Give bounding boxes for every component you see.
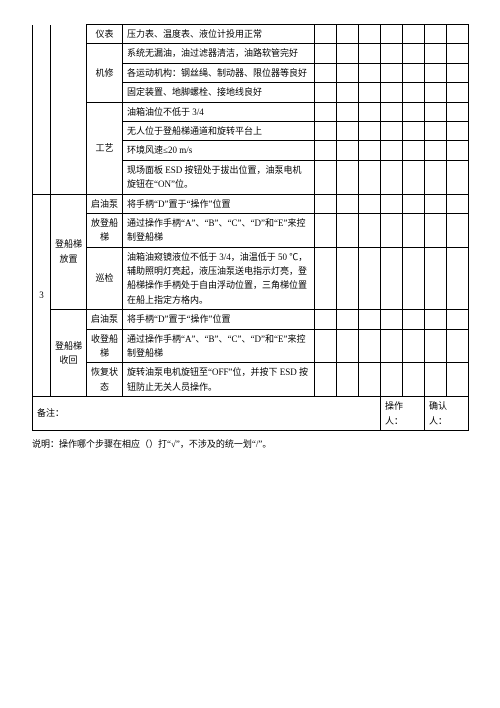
cell-jixiu: 机修 — [87, 44, 123, 102]
row-jixiu-1: 机修 系统无漏油，油过滤器清洁，油路软管完好 — [33, 44, 469, 63]
cell-gongyi: 工艺 — [87, 102, 123, 194]
row-gongyi-1: 工艺 油箱油位不低于 3/4 — [33, 102, 469, 121]
cell-g2-r1-c3: 将手柄“D”置于“操作”位置 — [123, 310, 315, 329]
chk — [403, 25, 425, 44]
cell-gongyi-desc-2: 无人位于登船梯通道和旋转平台上 — [123, 121, 315, 140]
cell-c0-cont — [33, 25, 51, 195]
cell-num-3: 3 — [33, 194, 51, 397]
cell-gongyi-desc-4: 现场面板 ESD 按钮处于拔出位置，油泵电机旋钮在“ON”位。 — [123, 160, 315, 194]
cell-g2-r1-c2: 启油泵 — [87, 310, 123, 329]
chk — [315, 25, 337, 44]
cell-g1-r1-c3: 将手柄“D”置于“操作”位置 — [123, 194, 315, 213]
cell-gongyi-desc-1: 油箱油位不低于 3/4 — [123, 102, 315, 121]
chk — [425, 25, 447, 44]
row-3-g1-r3: 巡检 油箱油窥镜液位不低于 3/4，油温低于 50 ℃，辅助照明灯亮起，液压油泵… — [33, 247, 469, 310]
cell-yibiao-desc: 压力表、温度表、液位计投用正常 — [123, 25, 315, 44]
cell-jixiu-desc-1: 系统无漏油，油过滤器清洁，油路软管完好 — [123, 44, 315, 63]
cell-g2-name: 登船梯收回 — [51, 310, 87, 397]
cell-confirm: 确认人： — [425, 397, 469, 431]
chk — [447, 25, 469, 44]
cell-operator: 操作人： — [381, 397, 425, 431]
chk — [337, 25, 359, 44]
cell-g2-r2-c3: 通过操作手柄“A”、“B”、“C”、“D”和“E”来控制登船梯 — [123, 329, 315, 363]
cell-g1-name: 登船梯放置 — [51, 194, 87, 310]
main-table: 仪表 压力表、温度表、液位计投用正常 机修 系统无漏油，油过滤器清洁，油路软管完… — [32, 24, 469, 431]
cell-g1-r2-c3: 通过操作手柄“A”、“B”、“C”、“D”和“E”来控制登船梯 — [123, 213, 315, 247]
chk — [359, 25, 381, 44]
row-3-g2-r3: 恢复状态 旋转油泵电机旋钮至“OFF”位，并按下 ESD 按钮防止无关人员操作。 — [33, 363, 469, 397]
chk — [381, 25, 403, 44]
note-text: 说明：操作哪个步骤在相应（）打“√”，不涉及的统一划“/”。 — [32, 437, 468, 451]
row-3-g1-r2: 放登船梯 通过操作手柄“A”、“B”、“C”、“D”和“E”来控制登船梯 — [33, 213, 469, 247]
row-footer: 备注： 操作人： 确认人： — [33, 397, 469, 431]
row-3-g2-r1: 登船梯收回 启油泵 将手柄“D”置于“操作”位置 — [33, 310, 469, 329]
cell-g1-r3-c3: 油箱油窥镜液位不低于 3/4，油温低于 50 ℃，辅助照明灯亮起，液压油泵送电指… — [123, 247, 315, 310]
cell-g1-r1-c2: 启油泵 — [87, 194, 123, 213]
cell-c1-cont — [51, 25, 87, 195]
row-yibiao: 仪表 压力表、温度表、液位计投用正常 — [33, 25, 469, 44]
cell-g2-r3-c2: 恢复状态 — [87, 363, 123, 397]
cell-g2-r3-c3: 旋转油泵电机旋钮至“OFF”位，并按下 ESD 按钮防止无关人员操作。 — [123, 363, 315, 397]
cell-remark: 备注： — [33, 397, 381, 431]
row-3-g1-r1: 3 登船梯放置 启油泵 将手柄“D”置于“操作”位置 — [33, 194, 469, 213]
cell-jixiu-desc-3: 固定装置、地脚螺栓、接地线良好 — [123, 83, 315, 102]
cell-g1-r3-c2: 巡检 — [87, 247, 123, 310]
cell-jixiu-desc-2: 各运动机构：钢丝绳、制动器、限位器等良好 — [123, 63, 315, 82]
cell-g2-r2-c2: 收登船梯 — [87, 329, 123, 363]
cell-g1-r2-c2: 放登船梯 — [87, 213, 123, 247]
row-3-g2-r2: 收登船梯 通过操作手柄“A”、“B”、“C”、“D”和“E”来控制登船梯 — [33, 329, 469, 363]
cell-yibiao: 仪表 — [87, 25, 123, 44]
cell-gongyi-desc-3: 环境风速≤20 m/s — [123, 141, 315, 160]
